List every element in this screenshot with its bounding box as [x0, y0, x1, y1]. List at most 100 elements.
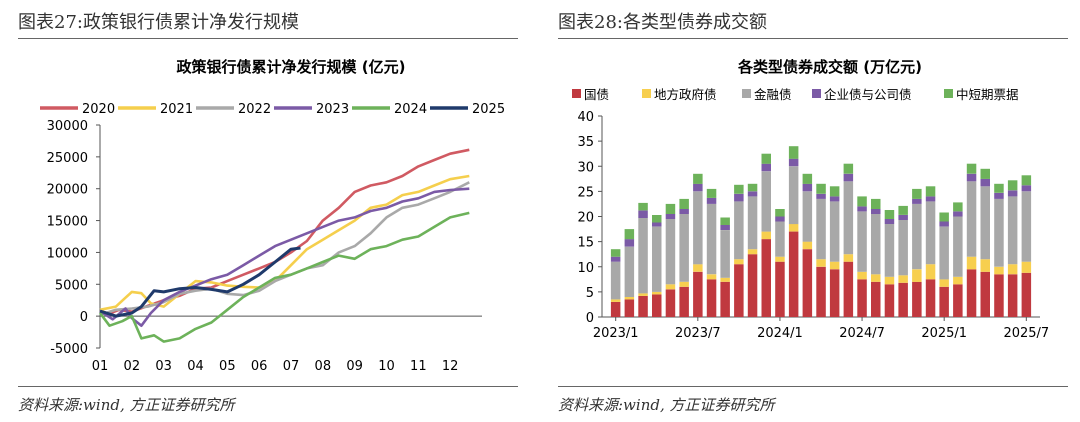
- x-tick-label: 12: [442, 359, 459, 374]
- x-tick-label: 06: [251, 359, 268, 374]
- bar-segment-中短期票据: [802, 173, 813, 184]
- legend-swatch-企业债与公司债: [812, 89, 821, 98]
- bar-segment-金融债: [706, 203, 717, 275]
- bar-segment-国债: [857, 279, 867, 317]
- bar-segment-国债: [925, 279, 936, 317]
- y-tick-label: 5: [586, 286, 594, 301]
- bar-segment-国债: [679, 286, 689, 317]
- bar-segment-金融债: [925, 201, 936, 265]
- bar-segment-企业债与公司债: [638, 210, 648, 218]
- legend-label-2025: 2025: [472, 102, 505, 117]
- bar-segment-企业债与公司债: [953, 211, 963, 217]
- bar-segment-企业债与公司债: [802, 183, 813, 192]
- bar-segment-金融债: [693, 191, 703, 265]
- bar-segment-企业债与公司债: [788, 158, 799, 167]
- legend-label-2021: 2021: [160, 102, 193, 117]
- bar-segment-中短期票据: [980, 168, 990, 179]
- bar-segment-金融债: [829, 201, 840, 262]
- y-tick-label: 0: [586, 311, 594, 326]
- bar-segment-企业债与公司债: [884, 219, 895, 224]
- bar-segment-国债: [966, 269, 977, 317]
- x-tick-label: 2025/1: [921, 326, 967, 341]
- bar-segment-地方政府债: [624, 296, 635, 300]
- bar-segment-国债: [747, 254, 758, 317]
- bar-segment-企业债与公司债: [816, 193, 826, 199]
- bar-segment-国债: [610, 301, 621, 317]
- x-tick-label: 02: [124, 359, 141, 374]
- y-tick-label: 15: [577, 236, 594, 251]
- bar-segment-国债: [1007, 274, 1018, 317]
- bar-segment-地方政府债: [638, 293, 648, 296]
- bar-segment-企业债与公司债: [994, 192, 1004, 199]
- bar-segment-企业债与公司债: [871, 209, 881, 214]
- bar-segment-企业债与公司债: [939, 221, 949, 227]
- bar-segment-金融债: [980, 186, 990, 260]
- bar-segment-国债: [734, 264, 744, 317]
- bar-segment-中短期票据: [788, 146, 799, 159]
- bar-segment-地方政府债: [994, 266, 1004, 275]
- bar-segment-地方政府债: [1021, 261, 1032, 273]
- x-tick-label: 2024/1: [757, 326, 803, 341]
- bar-segment-国债: [652, 294, 662, 317]
- y-tick-label: 25000: [47, 151, 88, 166]
- left-figure-title: 图表27:政策银行债累计净发行规模: [18, 12, 299, 33]
- legend-label-国债: 国债: [584, 87, 609, 102]
- bar-segment-金融债: [994, 198, 1004, 267]
- bar-segment-地方政府债: [652, 291, 662, 295]
- bar-segment-企业债与公司债: [843, 173, 854, 182]
- x-tick-label: 2025/7: [1003, 326, 1049, 341]
- bar-segment-地方政府债: [966, 256, 977, 270]
- x-tick-label: 2023/7: [675, 326, 721, 341]
- x-tick-label: 07: [283, 359, 300, 374]
- bar-segment-国债: [912, 281, 922, 317]
- left-source-rule: [18, 386, 518, 387]
- bar-segment-地方政府债: [925, 264, 936, 280]
- bar-segment-地方政府债: [829, 261, 840, 270]
- bar-segment-金融债: [788, 166, 799, 225]
- legend-label-中短期票据: 中短期票据: [956, 87, 1019, 102]
- bar-segment-中短期票据: [953, 202, 963, 212]
- y-tick-label: -5000: [50, 342, 88, 357]
- bar-segment-中短期票据: [679, 198, 689, 209]
- bar-segment-企业债与公司债: [665, 214, 676, 219]
- series-line-2022: [99, 181, 470, 317]
- bar-segment-地方政府债: [953, 276, 963, 285]
- bar-segment-国债: [816, 266, 826, 318]
- legend-swatch-中短期票据: [944, 89, 953, 98]
- bar-segment-中短期票据: [706, 188, 717, 198]
- bar-segment-地方政府债: [788, 224, 799, 232]
- right-source-rule: [558, 386, 1068, 387]
- bar-segment-金融债: [884, 224, 895, 277]
- bar-segment-地方政府债: [1007, 264, 1018, 275]
- bar-segment-地方政府债: [871, 274, 881, 282]
- series-line-2020: [99, 148, 470, 315]
- bar-segment-金融债: [843, 181, 854, 255]
- bar-segment-国债: [953, 284, 963, 317]
- bar-segment-企业债与公司债: [829, 196, 840, 202]
- x-tick-label: 03: [155, 359, 172, 374]
- bar-segment-中短期票据: [884, 210, 895, 219]
- bar-segment-地方政府债: [843, 254, 854, 262]
- right-figure-panel: 图表28:各类型债券成交额 各类型债券成交额 (万亿元) 国债 地方政府债 金融债 企业…: [540, 0, 1080, 422]
- bar-segment-企业债与公司债: [1021, 185, 1032, 192]
- legend-label-企业债与公司债: 企业债与公司债: [824, 87, 912, 102]
- y-tick-label: 0: [80, 310, 88, 325]
- x-tick-label: 2024/7: [839, 326, 885, 341]
- bar-segment-中短期票据: [665, 203, 676, 214]
- y-tick-label: 20000: [47, 183, 88, 198]
- bar-segment-企业债与公司债: [857, 206, 867, 212]
- bar-segment-中短期票据: [624, 229, 635, 240]
- bar-chart-title: 各类型债券成交额 (万亿元): [737, 58, 922, 76]
- bar-segment-地方政府债: [898, 275, 908, 283]
- bar-segment-中短期票据: [775, 209, 785, 217]
- y-tick-label: 25: [577, 185, 594, 200]
- bar-segment-金融债: [761, 171, 771, 232]
- bar-segment-中短期票据: [898, 205, 908, 215]
- bar-segment-企业债与公司债: [761, 163, 771, 172]
- bar-segment-企业债与公司债: [912, 198, 922, 204]
- left-title-rule: [18, 38, 518, 39]
- bar-segment-地方政府债: [610, 299, 621, 302]
- bar-segment-国债: [1021, 272, 1032, 317]
- x-tick-label: 05: [219, 359, 236, 374]
- legend-label-金融债: 金融债: [754, 87, 792, 102]
